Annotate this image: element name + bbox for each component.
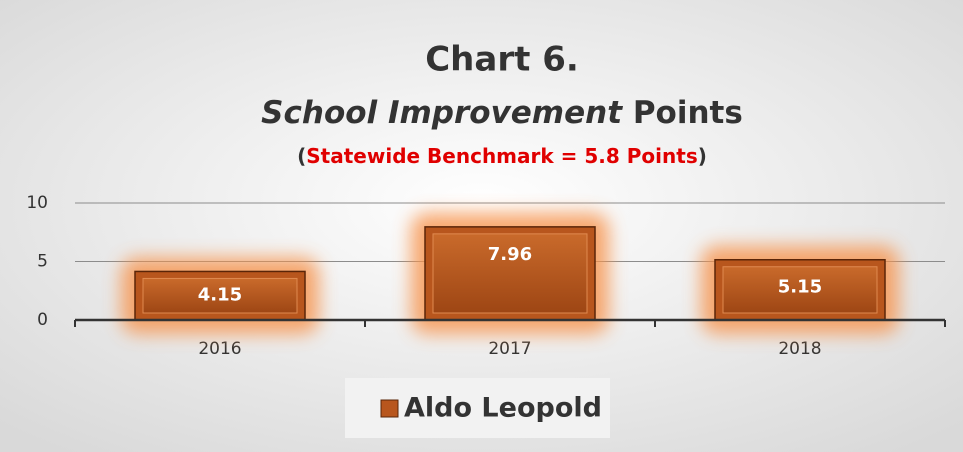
title-plain: Points (633, 95, 743, 131)
legend-label: Aldo Leopold (404, 393, 602, 424)
x-tick-label: 2018 (778, 339, 821, 359)
legend-swatch (380, 399, 399, 418)
bar-bevel (142, 277, 298, 314)
plot: 0 5 10 2016 4.15 2017 7.96 2018 5.15 (26, 193, 946, 359)
y-tick-label: 10 (26, 193, 48, 213)
y-tick-label: 5 (37, 252, 48, 272)
data-label: 7.96 (488, 244, 532, 265)
title-italic: School Improvement (261, 95, 623, 131)
data-label: 5.15 (778, 277, 822, 298)
subtitle-open: ( (297, 144, 306, 168)
data-label: 4.15 (198, 285, 242, 306)
subtitle-text: Statewide Benchmark = 5.8 Points (306, 144, 697, 168)
bar-bevel (432, 233, 588, 314)
x-tick-label: 2017 (488, 339, 531, 359)
y-tick-label: 0 (37, 310, 48, 330)
x-tick-label: 2016 (198, 339, 241, 359)
chart-title-line2: School Improvement Points (261, 95, 743, 131)
bar-bevel (722, 266, 878, 314)
subtitle: (Statewide Benchmark = 5.8 Points) (297, 144, 707, 168)
chart-title: Chart 6. (425, 40, 579, 80)
subtitle-close: ) (698, 144, 707, 168)
